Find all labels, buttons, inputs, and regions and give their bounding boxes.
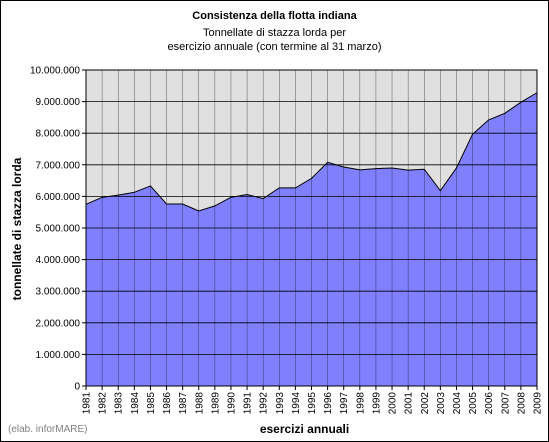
y-tick-label: 10.000.000 xyxy=(30,66,80,77)
y-tick-label: 3.000.000 xyxy=(36,287,81,298)
x-tick-label: 2003 xyxy=(436,392,447,415)
x-tick-label: 2006 xyxy=(484,392,495,415)
x-tick-label: 2001 xyxy=(404,392,415,415)
x-tick-label: 1984 xyxy=(130,392,141,415)
x-tick-label: 1981 xyxy=(82,392,93,415)
y-tick-label: 9.000.000 xyxy=(36,97,81,108)
x-tick-label: 2004 xyxy=(452,392,463,415)
credit-note: (elab. inforMARE) xyxy=(8,424,88,435)
x-tick-label: 1994 xyxy=(291,392,302,415)
x-tick-label: 1988 xyxy=(194,392,205,415)
x-tick-label: 1991 xyxy=(243,392,254,415)
y-tick-label: 2.000.000 xyxy=(36,318,81,329)
x-tick-label: 1983 xyxy=(114,392,125,415)
x-tick-label: 1985 xyxy=(146,392,157,415)
x-tick-label: 1986 xyxy=(162,392,173,415)
x-tick-label: 1996 xyxy=(323,392,334,415)
y-tick-label: 5.000.000 xyxy=(36,224,81,235)
y-tick-label: 1.000.000 xyxy=(36,350,81,361)
x-tick-label: 1999 xyxy=(371,392,382,415)
x-tick-label: 1997 xyxy=(339,392,350,415)
x-tick-label: 2000 xyxy=(388,392,399,415)
chart-subtitle-line-1: Tonnellate di stazza lorda per xyxy=(202,27,347,39)
x-tick-label: 1998 xyxy=(355,392,366,415)
chart-subtitle-line-2: esercizio annuale (con termine al 31 mar… xyxy=(167,41,382,53)
x-tick-label: 2009 xyxy=(533,392,544,415)
x-tick-label: 2005 xyxy=(468,392,479,415)
x-tick-label: 1990 xyxy=(226,392,237,415)
x-tick-label: 1993 xyxy=(275,392,286,415)
x-tick-label: 1995 xyxy=(307,392,318,415)
y-tick-label: 8.000.000 xyxy=(36,129,81,140)
y-tick-label: 6.000.000 xyxy=(36,192,81,203)
x-tick-label: 1989 xyxy=(210,392,221,415)
x-tick-label: 2008 xyxy=(516,392,527,415)
series-line xyxy=(85,92,538,212)
y-tick-label: 4.000.000 xyxy=(36,255,81,266)
y-tick-label: 7.000.000 xyxy=(36,160,81,171)
x-tick-label: 1987 xyxy=(178,392,189,415)
chart-title: Consistenza della flotta indiana xyxy=(192,10,357,22)
x-tick-label: 2002 xyxy=(420,392,431,415)
x-axis-label: esercizi annuali xyxy=(259,422,350,436)
x-tick-label: 2007 xyxy=(500,392,511,415)
x-tick-label: 1992 xyxy=(259,392,270,415)
y-tick-label: 0 xyxy=(74,382,80,393)
x-tick-label: 1982 xyxy=(98,392,109,415)
